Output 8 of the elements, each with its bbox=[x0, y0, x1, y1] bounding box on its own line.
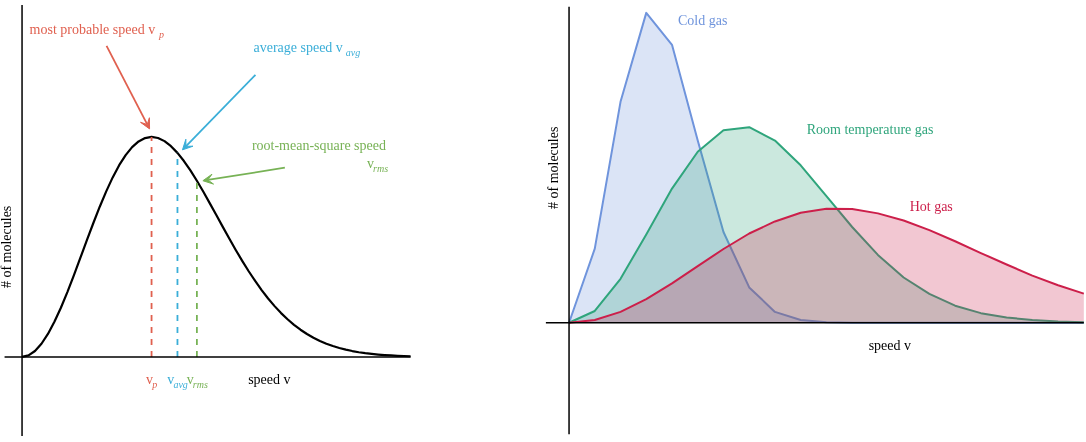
x-axis-title: speed v bbox=[248, 371, 291, 387]
y-axis-title: # of molecules bbox=[0, 205, 15, 289]
annotation: average speed vavg bbox=[253, 39, 361, 58]
series-label: Hot gas bbox=[909, 199, 953, 215]
series-label: Room temperature gas bbox=[806, 122, 934, 138]
y-axis-title: # of molecules bbox=[546, 126, 562, 210]
x-axis-title: speed v bbox=[868, 337, 912, 353]
series-label: Cold gas bbox=[678, 13, 728, 29]
